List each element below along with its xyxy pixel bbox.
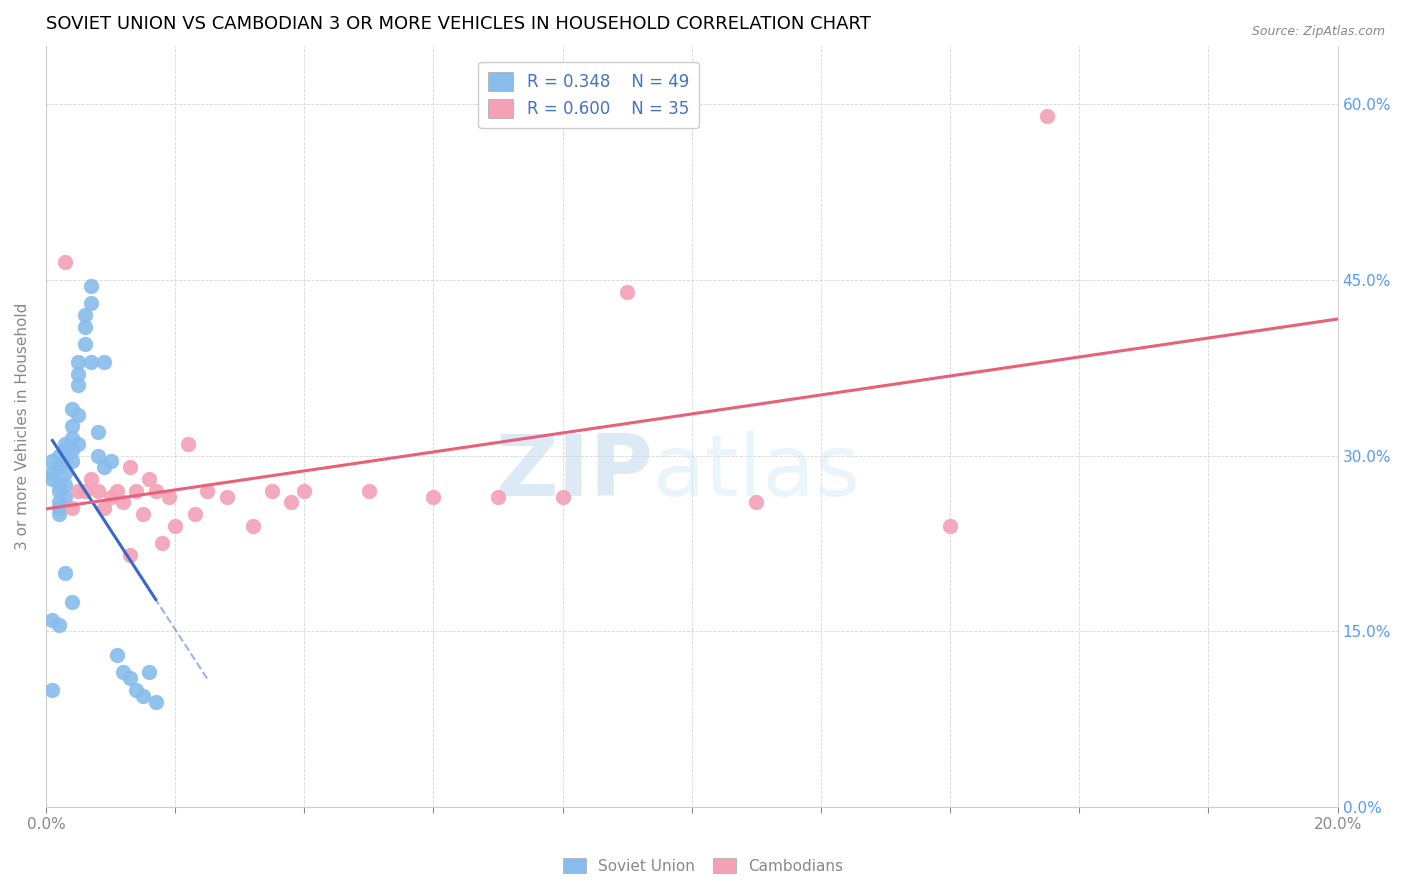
Point bbox=[165, 519, 187, 533]
Point bbox=[125, 682, 148, 697]
Point bbox=[73, 483, 96, 498]
Point bbox=[60, 454, 83, 468]
Point bbox=[1036, 109, 1059, 123]
Point bbox=[177, 437, 200, 451]
Point bbox=[41, 466, 63, 480]
Point bbox=[80, 472, 103, 486]
Point bbox=[41, 454, 63, 468]
Point bbox=[73, 308, 96, 322]
Point bbox=[53, 454, 76, 468]
Point bbox=[53, 478, 76, 492]
Point bbox=[280, 495, 302, 509]
Point bbox=[138, 665, 160, 680]
Point bbox=[138, 472, 160, 486]
Point bbox=[53, 442, 76, 457]
Point bbox=[41, 613, 63, 627]
Point bbox=[292, 483, 315, 498]
Point bbox=[939, 519, 962, 533]
Point bbox=[60, 431, 83, 445]
Point bbox=[48, 478, 70, 492]
Point bbox=[86, 449, 108, 463]
Point bbox=[100, 490, 122, 504]
Text: ZIP: ZIP bbox=[495, 431, 652, 514]
Point bbox=[486, 490, 509, 504]
Point bbox=[60, 419, 83, 434]
Point bbox=[745, 495, 768, 509]
Point bbox=[73, 337, 96, 351]
Point bbox=[80, 278, 103, 293]
Point bbox=[157, 490, 180, 504]
Point bbox=[53, 490, 76, 504]
Point bbox=[105, 483, 128, 498]
Point bbox=[48, 501, 70, 516]
Point bbox=[48, 483, 70, 498]
Point bbox=[112, 495, 135, 509]
Legend: Soviet Union, Cambodians: Soviet Union, Cambodians bbox=[557, 852, 849, 880]
Y-axis label: 3 or more Vehicles in Household: 3 or more Vehicles in Household bbox=[15, 302, 30, 550]
Point bbox=[100, 454, 122, 468]
Point bbox=[48, 449, 70, 463]
Point bbox=[67, 367, 90, 381]
Point bbox=[67, 378, 90, 392]
Point bbox=[86, 425, 108, 440]
Point bbox=[48, 460, 70, 475]
Point bbox=[150, 536, 173, 550]
Point bbox=[197, 483, 219, 498]
Text: Source: ZipAtlas.com: Source: ZipAtlas.com bbox=[1251, 25, 1385, 38]
Point bbox=[67, 355, 90, 369]
Point bbox=[215, 490, 238, 504]
Point bbox=[183, 507, 205, 521]
Point bbox=[145, 695, 167, 709]
Point bbox=[93, 460, 115, 475]
Point bbox=[616, 285, 638, 299]
Legend: R = 0.348    N = 49, R = 0.600    N = 35: R = 0.348 N = 49, R = 0.600 N = 35 bbox=[478, 62, 699, 128]
Point bbox=[53, 466, 76, 480]
Text: SOVIET UNION VS CAMBODIAN 3 OR MORE VEHICLES IN HOUSEHOLD CORRELATION CHART: SOVIET UNION VS CAMBODIAN 3 OR MORE VEHI… bbox=[46, 15, 870, 33]
Point bbox=[242, 519, 264, 533]
Point bbox=[112, 665, 135, 680]
Point bbox=[60, 442, 83, 457]
Point bbox=[93, 355, 115, 369]
Point bbox=[48, 618, 70, 632]
Point bbox=[48, 507, 70, 521]
Point bbox=[118, 671, 141, 685]
Point bbox=[60, 501, 83, 516]
Point bbox=[132, 507, 155, 521]
Point bbox=[118, 460, 141, 475]
Point bbox=[53, 566, 76, 580]
Point bbox=[67, 408, 90, 422]
Point bbox=[86, 483, 108, 498]
Point bbox=[41, 682, 63, 697]
Point bbox=[60, 401, 83, 416]
Point bbox=[53, 255, 76, 269]
Point bbox=[93, 501, 115, 516]
Point bbox=[105, 648, 128, 662]
Text: atlas: atlas bbox=[652, 431, 860, 514]
Point bbox=[118, 548, 141, 562]
Point bbox=[422, 490, 444, 504]
Point bbox=[60, 595, 83, 609]
Point bbox=[73, 319, 96, 334]
Point bbox=[67, 483, 90, 498]
Point bbox=[132, 689, 155, 703]
Point bbox=[357, 483, 380, 498]
Point bbox=[551, 490, 574, 504]
Point bbox=[260, 483, 283, 498]
Point bbox=[80, 296, 103, 310]
Point bbox=[53, 437, 76, 451]
Point bbox=[80, 355, 103, 369]
Point bbox=[48, 495, 70, 509]
Point bbox=[125, 483, 148, 498]
Point bbox=[145, 483, 167, 498]
Point bbox=[41, 472, 63, 486]
Point bbox=[67, 437, 90, 451]
